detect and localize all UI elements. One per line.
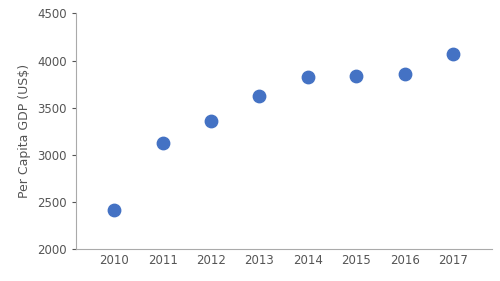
Point <box>256 94 264 99</box>
Point <box>207 119 215 123</box>
Point <box>449 52 457 56</box>
Point <box>110 207 118 212</box>
Point <box>304 75 312 80</box>
Point <box>352 73 360 78</box>
Point <box>400 72 408 76</box>
Point <box>158 140 166 145</box>
Y-axis label: Per Capita GDP (US$): Per Capita GDP (US$) <box>18 64 32 198</box>
